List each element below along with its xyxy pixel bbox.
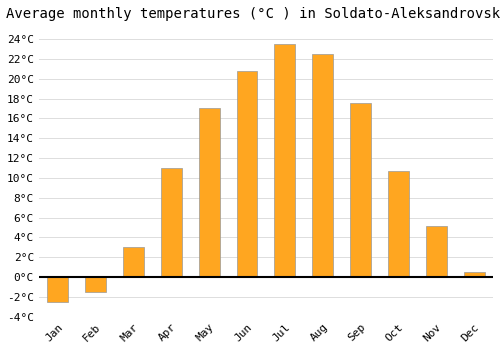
Bar — [388, 171, 409, 277]
Bar — [123, 247, 144, 277]
Bar — [85, 277, 106, 292]
Bar — [426, 225, 446, 277]
Bar — [464, 272, 484, 277]
Bar — [274, 44, 295, 277]
Title: Average monthly temperatures (°C ) in Soldato-Aleksandrovskoye: Average monthly temperatures (°C ) in So… — [6, 7, 500, 21]
Bar — [48, 277, 68, 302]
Bar — [198, 108, 220, 277]
Bar — [161, 168, 182, 277]
Bar — [350, 104, 371, 277]
Bar — [236, 71, 258, 277]
Bar — [312, 54, 333, 277]
